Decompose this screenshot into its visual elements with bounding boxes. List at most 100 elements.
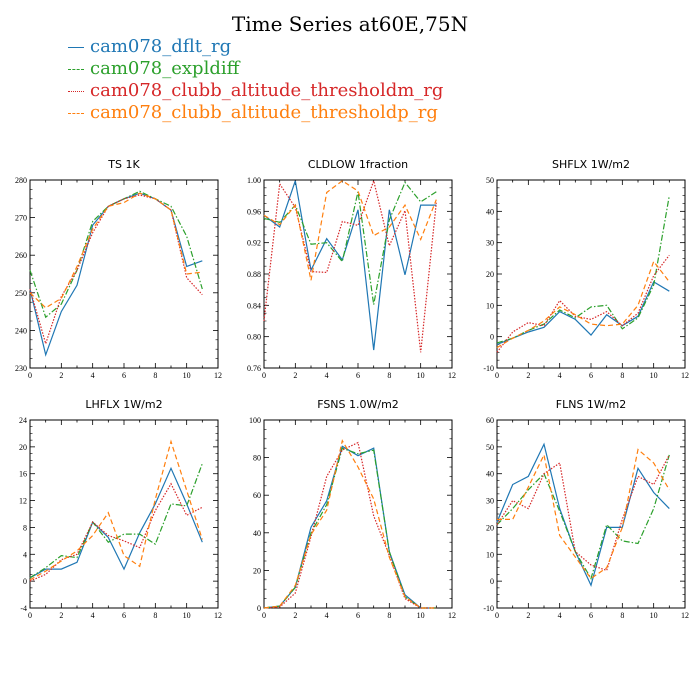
x-tick-label: 2 [526, 371, 530, 380]
y-tick-label: 0.92 [247, 239, 261, 248]
x-tick-label: 2 [293, 611, 297, 620]
y-tick-label: 24 [19, 416, 27, 425]
y-tick-label: 10 [486, 301, 494, 310]
x-tick-label: 0 [28, 611, 32, 620]
x-tick-label: 2 [293, 371, 297, 380]
x-tick-label: 0 [495, 371, 499, 380]
panel-0: TS 1K 0 2 4 6 8 10 12 230 240 250 260 270 280 [15, 158, 222, 380]
y-tick-label: 0 [23, 577, 27, 586]
y-tick-label: 10 [486, 550, 494, 559]
x-tick-label: 2 [59, 611, 63, 620]
x-tick-label: 12 [681, 371, 689, 380]
x-tick-label: 6 [122, 611, 126, 620]
x-tick-label: 12 [681, 611, 689, 620]
legend-swatch-thresholdm [68, 90, 84, 92]
x-tick-label: 12 [214, 371, 222, 380]
x-tick-label: 10 [183, 611, 191, 620]
panel-frame [496, 179, 686, 369]
series-line-2 [263, 178, 437, 353]
legend-item-dflt: cam078_dflt_rg [68, 36, 231, 58]
y-tick-label: 80 [253, 454, 261, 463]
series-line-3 [496, 260, 670, 349]
series-line-1 [263, 181, 437, 305]
y-tick-label: 40 [486, 470, 494, 479]
x-tick-label: 8 [620, 371, 624, 380]
series-line-1 [496, 454, 670, 581]
series-line-1 [496, 195, 670, 344]
x-tick-label: 4 [558, 611, 562, 620]
y-tick-label: 20 [486, 270, 494, 279]
legend-label-expldiff: cam078_expldiff [90, 58, 240, 79]
x-tick-label: 2 [526, 611, 530, 620]
y-tick-label: 16 [19, 470, 27, 479]
y-tick-label: 4 [23, 550, 27, 559]
panel-title: CLDLOW 1fraction [308, 158, 408, 171]
series-line-3 [29, 192, 203, 309]
x-tick-label: 12 [448, 371, 456, 380]
y-tick-label: 100 [249, 416, 261, 425]
series-line-1 [263, 447, 437, 609]
series-line-3 [497, 448, 670, 580]
x-tick-label: 4 [558, 371, 562, 380]
x-tick-label: 0 [495, 611, 499, 620]
panel-title: SHFLX 1W/m2 [552, 158, 630, 171]
x-tick-label: 4 [325, 611, 329, 620]
series-line-2 [29, 482, 203, 582]
series-line-3 [263, 439, 437, 609]
y-tick-label: 20 [19, 443, 27, 452]
y-tick-label: 280 [15, 176, 27, 185]
y-tick-label: 60 [486, 416, 494, 425]
y-tick-label: 240 [15, 326, 27, 335]
legend-swatch-dflt [68, 46, 84, 48]
panel-title: TS 1K [107, 158, 140, 171]
series-line-0 [496, 442, 670, 587]
y-tick-label: 20 [253, 566, 261, 575]
x-tick-label: 8 [387, 611, 391, 620]
series-line-2 [496, 454, 670, 572]
x-tick-label: 2 [59, 371, 63, 380]
y-tick-label: 40 [486, 207, 494, 216]
y-tick-label: 270 [15, 214, 27, 223]
x-tick-label: 8 [153, 371, 157, 380]
legend-label-thresholdp: cam078_clubb_altitude_thresholdp_rg [90, 102, 438, 123]
x-tick-label: 8 [620, 611, 624, 620]
y-tick-label: 12 [19, 497, 27, 506]
series-line-0 [29, 466, 203, 579]
series-line-0 [496, 280, 670, 346]
y-tick-label: 0 [490, 333, 494, 342]
y-tick-label: 260 [15, 251, 27, 260]
series-line-1 [29, 190, 203, 319]
y-tick-label: 60 [253, 491, 261, 500]
x-tick-label: 12 [448, 611, 456, 620]
x-tick-label: 8 [387, 371, 391, 380]
x-tick-label: 6 [122, 371, 126, 380]
y-tick-label: 20 [486, 523, 494, 532]
y-tick-label: 0.76 [247, 364, 261, 373]
y-tick-label: 0 [257, 604, 261, 613]
y-tick-label: 30 [486, 497, 494, 506]
panel-title: FLNS 1W/m2 [556, 398, 626, 411]
legend-item-thresholdm: cam078_clubb_altitude_thresholdm_rg [68, 80, 443, 102]
panel-frame [496, 419, 686, 609]
x-tick-label: 6 [589, 611, 593, 620]
x-tick-label: 8 [153, 611, 157, 620]
x-tick-label: 10 [417, 611, 425, 620]
x-tick-label: 6 [356, 611, 360, 620]
x-tick-label: 0 [28, 371, 32, 380]
y-tick-label: 1.00 [247, 176, 261, 185]
x-tick-label: 4 [91, 371, 95, 380]
panel-4: FSNS 1.0W/m2 0 2 4 6 8 10 12 0 20 40 60 80 100 [249, 398, 456, 620]
series-line-1 [29, 463, 203, 579]
panel-frame [263, 419, 453, 609]
y-tick-label: 30 [486, 239, 494, 248]
chart-main-title: Time Series at60E,75N [231, 12, 469, 36]
series-line-0 [263, 180, 437, 351]
series-line-2 [496, 254, 670, 353]
x-tick-label: 10 [183, 371, 191, 380]
y-tick-label: 50 [486, 443, 494, 452]
legend-label-thresholdm: cam078_clubb_altitude_thresholdm_rg [90, 80, 444, 101]
legend-item-thresholdp: cam078_clubb_altitude_thresholdp_rg [68, 102, 438, 124]
